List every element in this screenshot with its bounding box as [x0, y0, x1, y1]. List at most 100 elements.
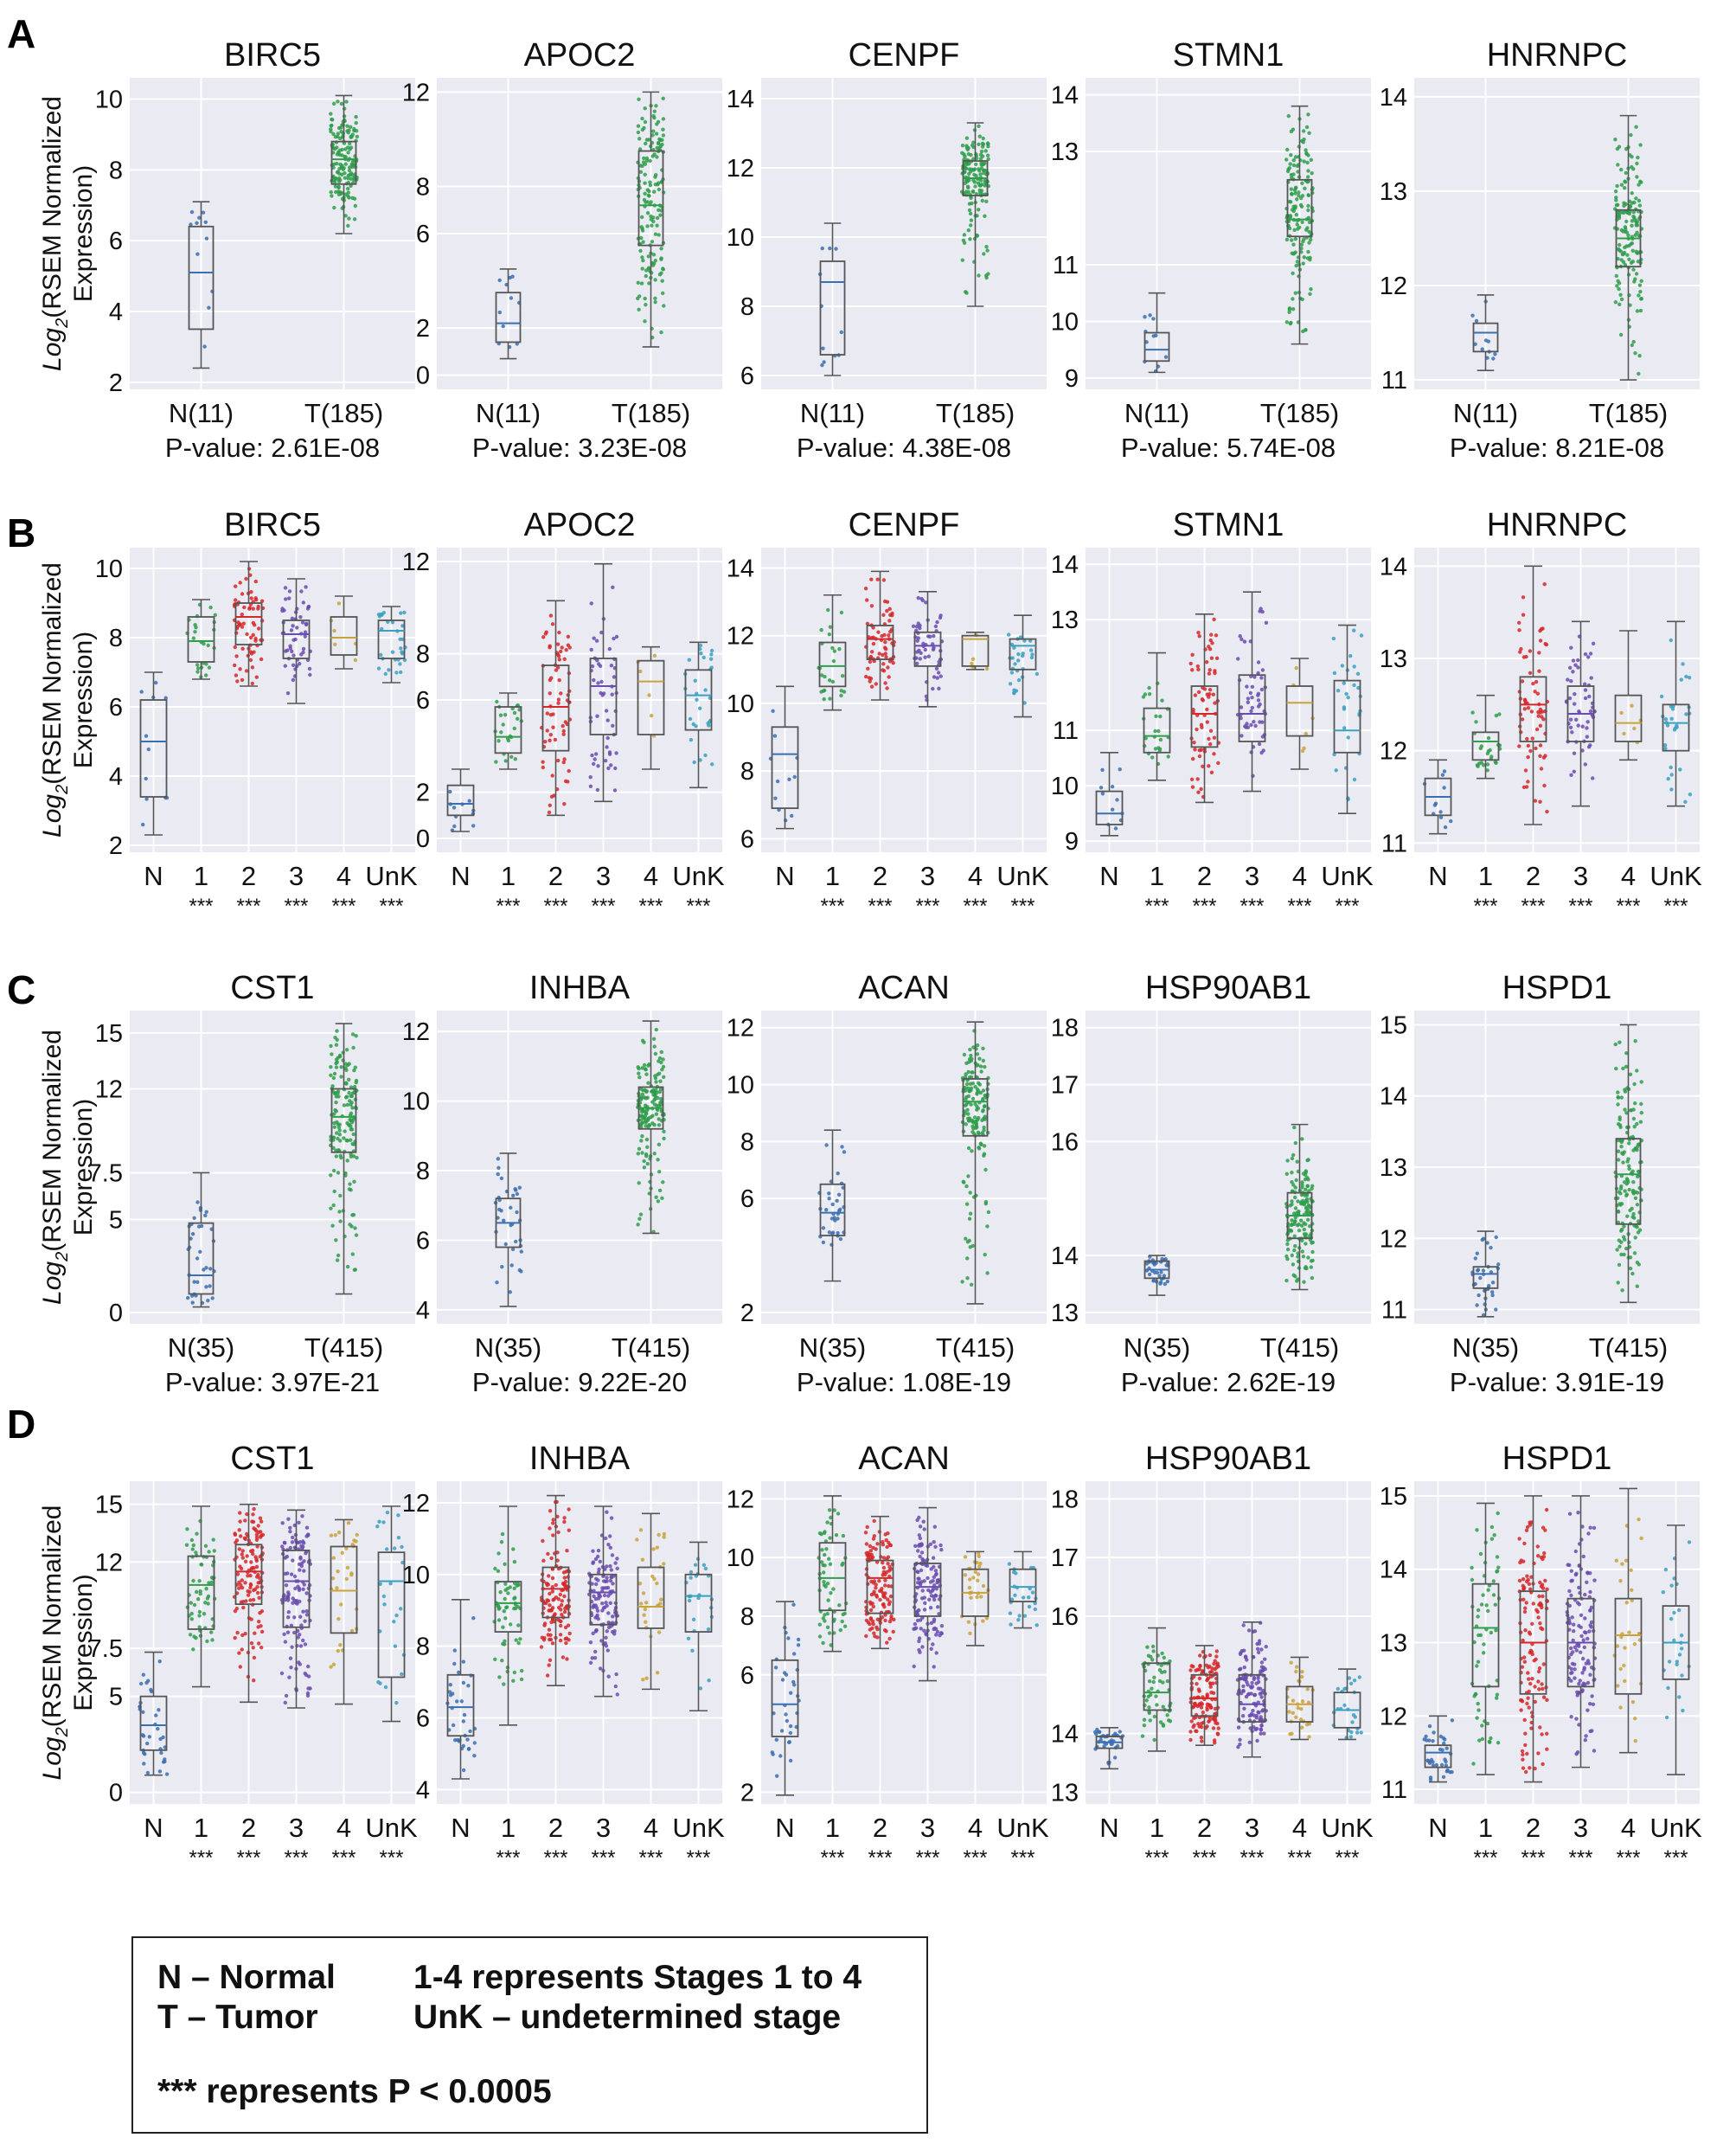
data-point	[588, 1640, 593, 1645]
data-point	[1115, 1743, 1120, 1749]
significance-mark: ***	[963, 895, 987, 918]
data-point	[1633, 277, 1637, 281]
data-point	[196, 1224, 202, 1229]
data-point	[610, 1575, 614, 1580]
data-point	[1010, 656, 1015, 660]
data-point	[1639, 1101, 1643, 1107]
data-point	[1306, 1217, 1310, 1223]
y-tick-label: 12	[727, 1015, 754, 1043]
data-point	[978, 1141, 983, 1146]
data-point	[336, 132, 340, 136]
data-point	[1619, 258, 1624, 262]
data-point	[503, 1588, 508, 1593]
data-point	[1102, 1744, 1106, 1749]
data-point	[298, 1614, 303, 1619]
data-point	[252, 1655, 257, 1660]
data-point	[549, 1556, 554, 1561]
data-point	[393, 1644, 398, 1648]
data-point	[921, 1519, 926, 1524]
data-point	[976, 1572, 981, 1576]
data-point	[285, 691, 291, 696]
data-point	[512, 1607, 516, 1611]
data-point	[1302, 1280, 1306, 1284]
x-tick-label: UnK	[1650, 861, 1702, 891]
y-tick-label: 6	[109, 694, 123, 722]
data-point	[657, 140, 661, 145]
data-point	[611, 723, 615, 728]
data-point	[939, 1631, 944, 1635]
y-tick-label: 8	[416, 641, 430, 669]
data-point	[688, 716, 693, 722]
data-point	[1306, 1178, 1310, 1182]
data-point	[599, 630, 604, 635]
data-point	[243, 1632, 247, 1636]
data-point	[1290, 1253, 1295, 1258]
data-point	[966, 189, 971, 195]
data-point	[343, 147, 348, 151]
data-point	[1190, 785, 1195, 789]
data-point	[892, 1617, 896, 1622]
data-point	[195, 663, 200, 667]
y-tick-label: 8	[740, 1603, 754, 1631]
data-point	[346, 223, 350, 228]
data-point	[144, 734, 149, 738]
data-point	[1289, 187, 1294, 191]
data-point	[932, 1617, 937, 1621]
data-point	[1096, 1730, 1101, 1734]
data-point	[637, 1146, 642, 1152]
data-point	[1112, 1756, 1118, 1760]
data-point	[1614, 273, 1619, 279]
data-point	[1521, 785, 1527, 789]
data-point	[699, 652, 703, 656]
data-point	[1533, 799, 1538, 803]
data-point	[647, 693, 651, 697]
data-point	[1286, 113, 1291, 119]
group-n: N	[446, 768, 476, 891]
data-point	[822, 1570, 826, 1575]
data-point	[346, 1521, 351, 1525]
data-point	[642, 1165, 647, 1170]
data-point	[550, 774, 554, 778]
data-point	[964, 290, 968, 294]
data-point	[639, 1096, 644, 1101]
data-point	[1449, 818, 1453, 824]
group-4: 4***	[959, 1550, 990, 1870]
data-point	[839, 610, 844, 615]
significance-mark: ***	[638, 895, 663, 918]
x-tick-label: 2	[241, 1813, 256, 1843]
box	[866, 625, 894, 660]
data-point	[503, 1642, 507, 1647]
data-point	[1306, 1255, 1310, 1260]
p-value-label: P-value: 2.62E-19	[1121, 1367, 1336, 1397]
data-point	[1485, 1241, 1489, 1245]
data-point	[1637, 283, 1643, 287]
y-tick-label: 6	[416, 687, 430, 715]
data-point	[885, 686, 889, 690]
data-point	[141, 1672, 145, 1677]
p-value-label: P-value: 8.21E-08	[1450, 433, 1664, 463]
data-point	[554, 1582, 558, 1588]
data-point	[828, 1536, 832, 1540]
data-point	[252, 1506, 256, 1512]
data-point	[497, 1207, 502, 1212]
group-t(415): T(415)	[1260, 1123, 1339, 1363]
data-point	[645, 200, 650, 204]
data-point	[701, 1563, 707, 1568]
significance-mark: ***	[189, 1846, 213, 1870]
data-point	[606, 1674, 611, 1679]
data-point	[788, 1724, 793, 1729]
data-point	[552, 1613, 557, 1617]
data-point	[286, 1592, 291, 1597]
data-point	[233, 1531, 237, 1536]
data-point	[1623, 1189, 1627, 1193]
data-point	[1635, 1284, 1640, 1288]
data-point	[1293, 206, 1297, 210]
plot-area	[761, 1011, 1047, 1324]
data-point	[881, 668, 885, 672]
data-point	[822, 1580, 826, 1584]
data-point	[918, 626, 922, 631]
y-tick-label: 18	[1051, 1015, 1079, 1043]
data-point	[562, 802, 567, 806]
